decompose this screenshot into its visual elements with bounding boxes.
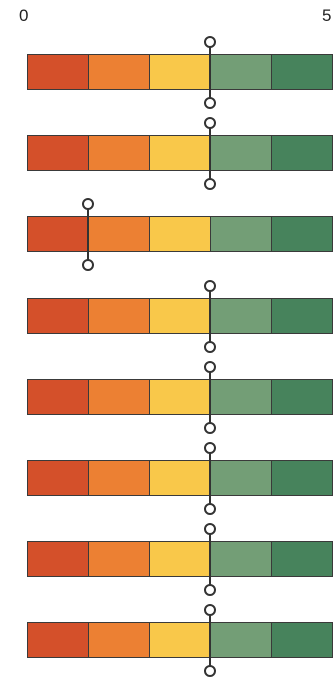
gauge-segment-3 — [149, 622, 211, 658]
gauge-segment-1 — [27, 379, 89, 415]
gauge-segment-2 — [88, 460, 150, 496]
gauge-segment-2 — [88, 216, 150, 252]
gauge-segment-4 — [210, 54, 272, 90]
rating-gauge — [27, 622, 333, 658]
gauge-segment-3 — [149, 298, 211, 334]
marker-bottom-handle[interactable] — [204, 584, 216, 596]
gauge-segment-3 — [149, 54, 211, 90]
gauge-segment-2 — [88, 379, 150, 415]
gauge-segment-5 — [271, 216, 333, 252]
gauge-segment-2 — [88, 298, 150, 334]
gauge-segment-5 — [271, 460, 333, 496]
marker-top-handle[interactable] — [204, 36, 216, 48]
gauge-segment-5 — [271, 298, 333, 334]
gauge-segment-1 — [27, 541, 89, 577]
marker-top-handle[interactable] — [204, 604, 216, 616]
marker-bottom-handle[interactable] — [204, 503, 216, 515]
gauge-segment-2 — [88, 135, 150, 171]
scale-min-label: 0 — [19, 6, 29, 25]
gauge-segment-5 — [271, 622, 333, 658]
gauge-segment-3 — [149, 135, 211, 171]
gauge-segment-5 — [271, 379, 333, 415]
gauge-segment-2 — [88, 622, 150, 658]
gauge-segment-4 — [210, 460, 272, 496]
marker-top-handle[interactable] — [204, 280, 216, 292]
gauge-marker[interactable] — [209, 450, 211, 506]
gauge-segment-3 — [149, 460, 211, 496]
gauge-segment-1 — [27, 216, 89, 252]
gauge-segment-2 — [88, 541, 150, 577]
gauge-segment-3 — [149, 379, 211, 415]
rating-gauge — [27, 460, 333, 496]
marker-bottom-handle[interactable] — [204, 422, 216, 434]
marker-bottom-handle[interactable] — [204, 97, 216, 109]
gauge-segment-4 — [210, 298, 272, 334]
gauge-segment-4 — [210, 622, 272, 658]
rating-gauge — [27, 541, 333, 577]
marker-top-handle[interactable] — [82, 198, 94, 210]
gauge-segment-3 — [149, 541, 211, 577]
gauge-segment-2 — [88, 54, 150, 90]
gauge-segment-5 — [271, 54, 333, 90]
rating-gauge — [27, 216, 333, 252]
gauge-segment-4 — [210, 216, 272, 252]
gauge-segment-4 — [210, 135, 272, 171]
gauge-segment-5 — [271, 135, 333, 171]
marker-bottom-handle[interactable] — [204, 341, 216, 353]
gauge-segment-1 — [27, 622, 89, 658]
rating-gauge — [27, 379, 333, 415]
gauge-marker[interactable] — [209, 44, 211, 100]
marker-bottom-handle[interactable] — [204, 665, 216, 677]
marker-top-handle[interactable] — [204, 117, 216, 129]
gauge-segment-3 — [149, 216, 211, 252]
gauge-segment-1 — [27, 298, 89, 334]
gauge-segment-1 — [27, 135, 89, 171]
gauge-segment-4 — [210, 379, 272, 415]
scale-max-label: 5 — [322, 6, 332, 25]
marker-top-handle[interactable] — [204, 523, 216, 535]
rating-gauge — [27, 54, 333, 90]
gauge-marker[interactable] — [209, 531, 211, 587]
gauge-segment-1 — [27, 54, 89, 90]
gauge-segment-5 — [271, 541, 333, 577]
marker-top-handle[interactable] — [204, 361, 216, 373]
marker-top-handle[interactable] — [204, 442, 216, 454]
gauge-segment-1 — [27, 460, 89, 496]
gauge-marker[interactable] — [209, 369, 211, 425]
marker-bottom-handle[interactable] — [82, 259, 94, 271]
rating-gauge — [27, 135, 333, 171]
gauge-marker[interactable] — [209, 125, 211, 181]
gauge-marker[interactable] — [209, 288, 211, 344]
gauge-marker[interactable] — [209, 612, 211, 668]
gauge-segment-4 — [210, 541, 272, 577]
gauge-marker[interactable] — [87, 206, 89, 262]
marker-bottom-handle[interactable] — [204, 178, 216, 190]
rating-gauge — [27, 298, 333, 334]
